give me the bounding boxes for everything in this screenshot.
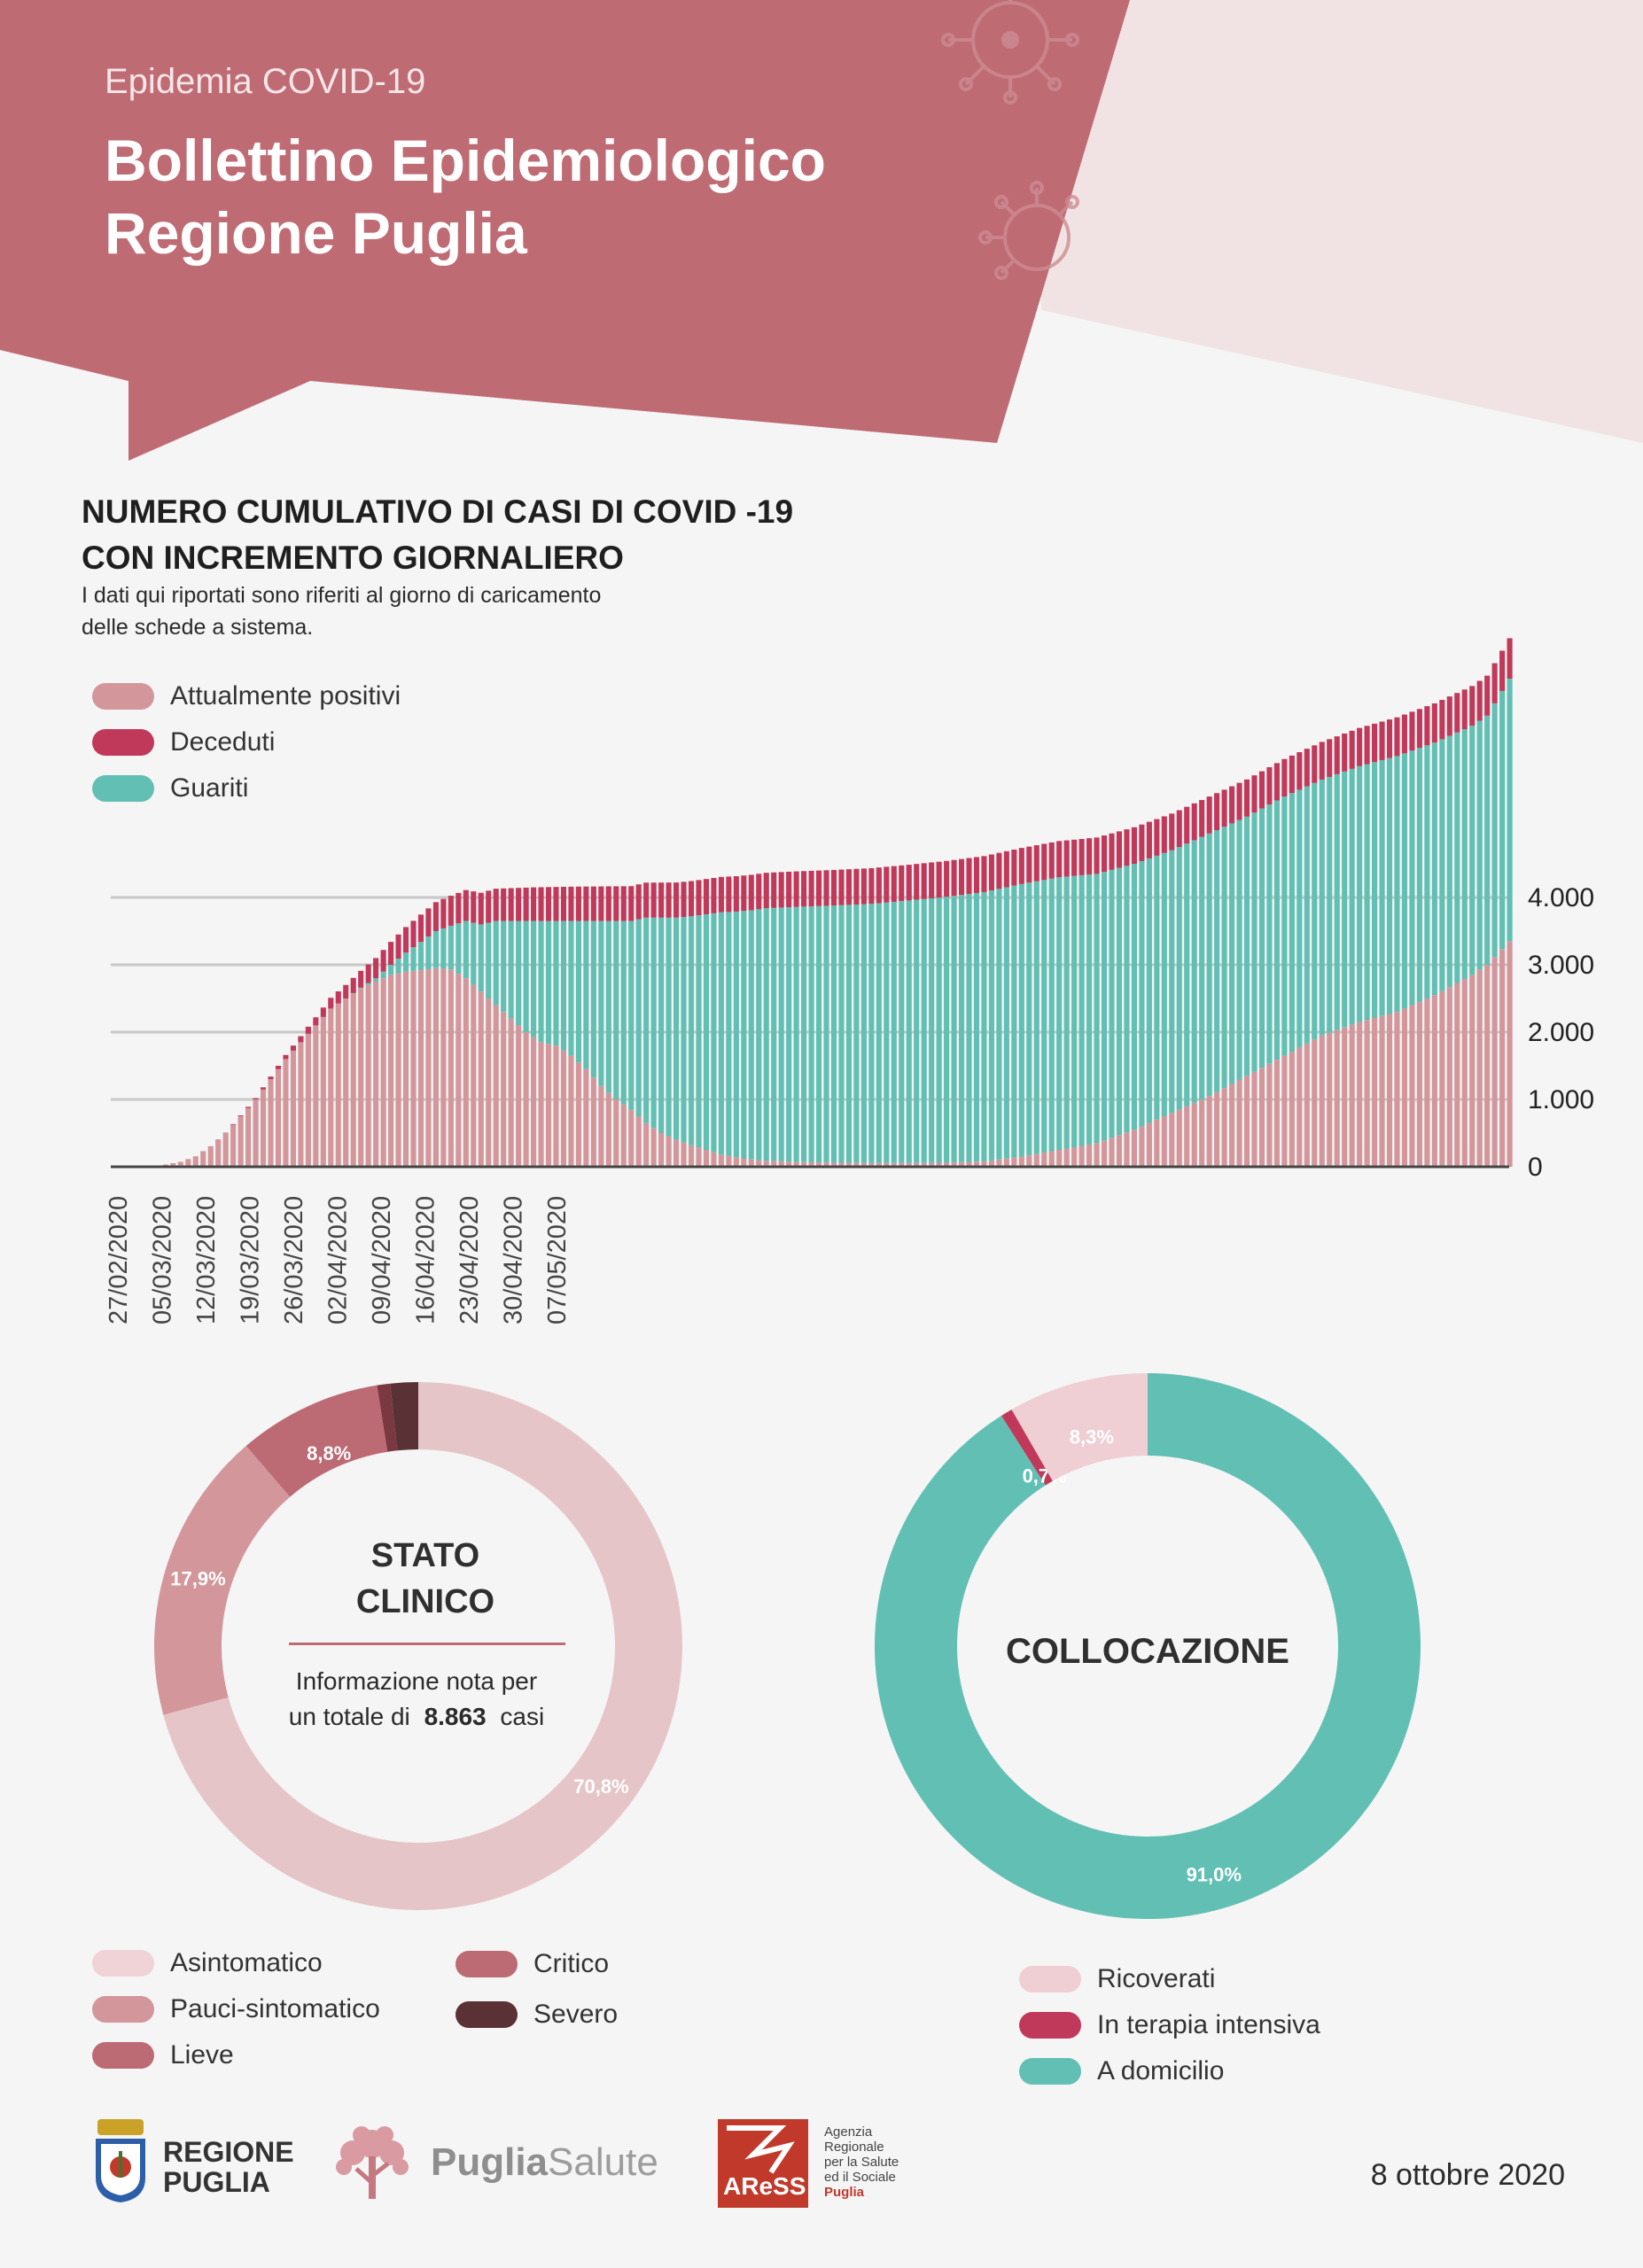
aress-line4: ed il Sociale bbox=[824, 2170, 896, 2185]
legend-item-asintomatico: Asintomatico bbox=[92, 1940, 380, 1986]
legend-label: Severo bbox=[533, 2000, 619, 2029]
legend-label: Pauci-sintomatico bbox=[170, 1994, 380, 2023]
aress-logo-icon: AReSS bbox=[718, 2119, 808, 2208]
aress-line2: Regionale bbox=[824, 2140, 884, 2155]
legend-item-critico: Critico bbox=[456, 1937, 618, 1992]
stato-legend-2: Critico Severo bbox=[456, 1937, 618, 2038]
logo2-a: Puglia bbox=[431, 2140, 549, 2184]
legend-item-ricoverati: Ricoverati bbox=[1019, 1956, 1320, 2002]
legend-swatch bbox=[1019, 2012, 1081, 2039]
legend-label: Ricoverati bbox=[1097, 1964, 1216, 1993]
legend-item-lieve: Lieve bbox=[92, 2032, 380, 2078]
info-prefix: un totale di bbox=[288, 1703, 410, 1730]
legend-item-domicilio: A domicilio bbox=[1019, 2048, 1320, 2094]
donut-stato-title-line2: CLINICO bbox=[355, 1583, 495, 1620]
legend-swatch bbox=[1019, 2058, 1081, 2085]
legend-label: A domicilio bbox=[1097, 2056, 1225, 2085]
donut-stato-info-line2: un totale di 8.863 casi bbox=[266, 1699, 567, 1735]
legend-item-guariti: Guariti bbox=[92, 765, 401, 812]
chart-title-line2: CON INCREMENTO GIORNALIERO bbox=[82, 540, 624, 576]
page-title-line2: Regione Puglia bbox=[105, 200, 527, 266]
legend-swatch bbox=[92, 1950, 154, 1977]
logo-line1: REGIONE bbox=[163, 2136, 294, 2168]
donut-stato-title: STATO CLINICO bbox=[292, 1533, 558, 1625]
legend-swatch bbox=[92, 683, 154, 710]
chart-title-line1: NUMERO CUMULATIVO DI CASI DI COVID -19 bbox=[82, 493, 794, 530]
regione-puglia-logo-icon bbox=[92, 2119, 149, 2204]
info-total: 8.863 bbox=[424, 1703, 487, 1730]
aress-line1: Agenzia bbox=[824, 2124, 873, 2140]
legend-label: Lieve bbox=[170, 2040, 234, 2070]
logo-line2: PUGLIA bbox=[163, 2166, 270, 2198]
donut-stato-info-line1: Informazione nota per bbox=[295, 1667, 538, 1695]
chart-note: I dati qui riportati sono riferiti al gi… bbox=[82, 579, 601, 643]
virus-icon-small bbox=[978, 181, 1079, 280]
puglia-salute-logo-text: PugliaSalute bbox=[431, 2140, 658, 2185]
legend-swatch bbox=[92, 1996, 154, 2023]
aress-mark: AReSS bbox=[723, 2172, 806, 2200]
legend-label: Asintomatico bbox=[170, 1948, 323, 1977]
legend-label: Deceduti bbox=[170, 727, 276, 757]
legend-label: Critico bbox=[533, 1949, 610, 1978]
legend-item-deceduti: Deceduti bbox=[92, 719, 401, 765]
stato-legend: Asintomatico Pauci-sintomatico Lieve bbox=[92, 1940, 380, 2078]
page-title-line1: Bollettino Epidemiologico bbox=[105, 128, 826, 193]
logo2-b: Salute bbox=[548, 2140, 658, 2184]
chart-note-line1: I dati qui riportati sono riferiti al gi… bbox=[82, 583, 602, 608]
legend-label: In terapia intensiva bbox=[1097, 2010, 1320, 2039]
legend-item-severo: Severo bbox=[456, 1992, 618, 2038]
legend-swatch bbox=[456, 2001, 518, 2028]
page-title: Bollettino Epidemiologico Regione Puglia bbox=[105, 124, 826, 269]
chart-legend: Attualmente positivi Deceduti Guariti bbox=[92, 673, 401, 812]
chart-title: NUMERO CUMULATIVO DI CASI DI COVID -19 C… bbox=[82, 489, 793, 581]
legend-swatch bbox=[456, 1951, 518, 1977]
chart-note-line2: delle schede a sistema. bbox=[82, 615, 314, 640]
aress-logo-text: Agenzia Regionale per la Salute ed il So… bbox=[824, 2124, 899, 2200]
aress-line3: per la Salute bbox=[824, 2155, 899, 2170]
legend-swatch bbox=[92, 2042, 154, 2069]
tree-logo-icon bbox=[330, 2121, 415, 2202]
donut-stato-title-line1: STATO bbox=[370, 1537, 480, 1574]
donut-stato-info: Informazione nota per un totale di 8.863… bbox=[266, 1664, 567, 1735]
legend-label: Attualmente positivi bbox=[170, 681, 401, 711]
legend-item-positivi: Attualmente positivi bbox=[92, 673, 401, 719]
legend-label: Guariti bbox=[170, 773, 249, 803]
header-kicker: Epidemia COVID-19 bbox=[105, 62, 426, 101]
legend-item-terapia: In terapia intensiva bbox=[1019, 2002, 1320, 2048]
donut-collocazione-title: COLLOCAZIONE bbox=[1006, 1632, 1289, 1671]
bulletin-date: 8 ottobre 2020 bbox=[1370, 2158, 1565, 2192]
legend-swatch bbox=[92, 775, 154, 802]
virus-icon bbox=[941, 0, 1079, 105]
legend-swatch bbox=[92, 729, 154, 756]
aress-line5: Puglia bbox=[824, 2185, 865, 2200]
legend-swatch bbox=[1019, 1966, 1081, 1992]
collocazione-legend: Ricoverati In terapia intensiva A domici… bbox=[1019, 1956, 1320, 2094]
regione-puglia-logo-text: REGIONE PUGLIA bbox=[163, 2137, 294, 2197]
divider bbox=[289, 1643, 565, 1645]
info-suffix: casi bbox=[500, 1703, 545, 1730]
legend-item-pauci: Pauci-sintomatico bbox=[92, 1986, 380, 2032]
